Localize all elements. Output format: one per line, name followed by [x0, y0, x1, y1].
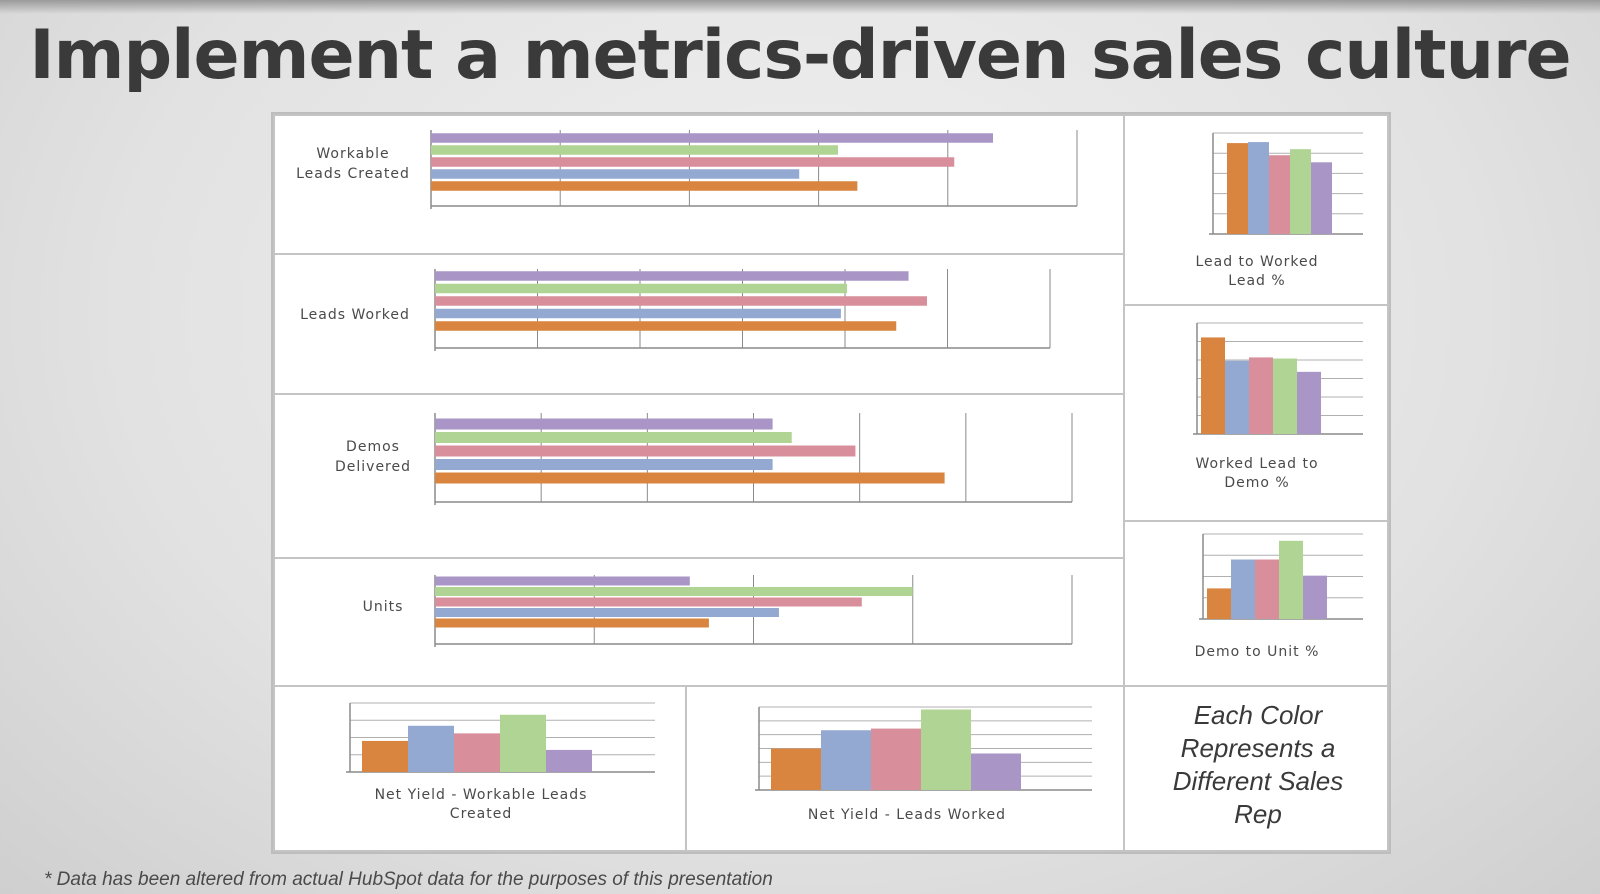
bar-pink — [871, 728, 921, 790]
bar-blue — [821, 730, 871, 790]
bar-orange — [435, 618, 709, 628]
legend-note-cell: Each Color Represents a Different Sales … — [1123, 685, 1389, 852]
bar-green — [921, 709, 971, 790]
bar-pink — [435, 597, 862, 607]
bar-orange — [362, 740, 408, 772]
bar-pink — [454, 733, 500, 772]
bar-blue — [1231, 559, 1255, 619]
chart-label-line: Lead % — [1228, 273, 1285, 289]
bar-pink — [1269, 155, 1290, 234]
bar-orange — [1201, 337, 1225, 434]
bar-pink — [1255, 559, 1279, 619]
bar-purple — [971, 753, 1021, 790]
video-top-bar — [0, 0, 1600, 14]
legend-note: Each Color Represents a Different Sales … — [1172, 700, 1344, 829]
chart-label-line: Created — [450, 806, 512, 822]
bar-purple — [1303, 575, 1327, 619]
bar-blue — [1248, 142, 1269, 234]
chart-demos-delivered: Demos Delivered — [273, 393, 1125, 559]
chart-label-line: Units — [363, 599, 404, 615]
bar-purple — [435, 271, 909, 281]
bar-green — [435, 432, 792, 443]
chart-label-line: Delivered — [335, 459, 411, 475]
chart-workable-leads-created: Workable Leads Created — [273, 114, 1125, 255]
chart-label-line: Demo to Unit % — [1195, 644, 1320, 660]
bar-blue — [431, 169, 800, 179]
bar-green — [1279, 540, 1303, 619]
chart-label-line: Net Yield - Workable Leads — [375, 787, 588, 803]
bar-blue — [408, 725, 454, 772]
bar-blue — [435, 608, 779, 617]
bar-green — [435, 283, 848, 294]
bar-pink — [431, 157, 955, 167]
bar-blue — [435, 459, 773, 470]
chart-lead-to-worked-lead-pct: Lead to Worked Lead % — [1123, 114, 1389, 306]
bar-green — [1290, 149, 1311, 234]
bar-purple — [435, 576, 690, 586]
chart-leads-worked: Leads Worked — [273, 253, 1125, 395]
bar-green — [431, 145, 838, 155]
chart-demo-to-unit-pct: Demo to Unit % — [1123, 520, 1389, 687]
bar-orange — [1227, 143, 1248, 234]
chart-net-yield-leads-worked: Net Yield - Leads Worked — [685, 685, 1125, 852]
bar-green — [500, 714, 546, 772]
footnote: * Data has been altered from actual HubS… — [44, 869, 773, 890]
chart-worked-lead-to-demo-pct: Worked Lead to Demo % — [1123, 304, 1389, 522]
chart-label-line: Demos — [346, 439, 400, 455]
chart-label-line: Net Yield - Leads Worked — [808, 807, 1006, 823]
bar-orange — [771, 748, 821, 790]
bar-orange — [431, 181, 858, 191]
bar-purple — [1311, 162, 1332, 234]
chart-label-line: Leads Created — [296, 166, 410, 182]
bar-blue — [1225, 360, 1249, 434]
chart-label-line: Workable — [316, 146, 389, 162]
chart-units: Units — [273, 557, 1125, 687]
chart-net-yield-workable-leads: Net Yield - Workable Leads Created — [273, 685, 687, 852]
bar-blue — [435, 308, 841, 319]
bar-purple — [1297, 371, 1321, 434]
bar-orange — [435, 472, 945, 484]
bar-orange — [1207, 588, 1231, 619]
chart-label-line: Demo % — [1224, 475, 1289, 491]
chart-label-line: Lead to Worked — [1195, 254, 1318, 270]
bar-pink — [1249, 357, 1273, 434]
bar-pink — [435, 445, 856, 457]
bar-purple — [435, 418, 773, 430]
bar-green — [435, 587, 913, 596]
bar-green — [1273, 358, 1297, 434]
bar-pink — [435, 296, 927, 306]
slide-title: Implement a metrics-driven sales culture — [29, 16, 1571, 95]
bar-orange — [435, 321, 897, 331]
chart-label-line: Worked Lead to — [1195, 456, 1318, 472]
bar-purple — [546, 749, 592, 772]
charts-panel: Workable Leads Created Leads Worked Demos… — [271, 112, 1391, 854]
bar-purple — [431, 133, 994, 143]
chart-label-line: Leads Worked — [300, 307, 410, 323]
